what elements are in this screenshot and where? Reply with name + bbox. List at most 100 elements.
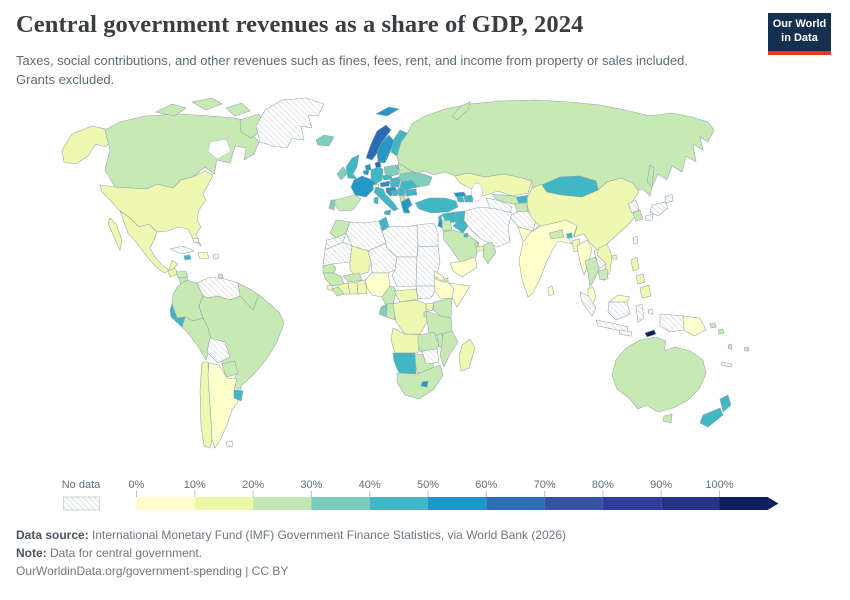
country-trinidad[interactable] bbox=[217, 273, 224, 279]
legend-arrow-bin[interactable] bbox=[719, 497, 779, 510]
country-indonesia-lesser-sunda[interactable] bbox=[618, 329, 633, 337]
country-turkey[interactable] bbox=[414, 197, 459, 214]
country-sri-lanka[interactable] bbox=[547, 285, 555, 297]
country-ireland[interactable] bbox=[336, 166, 349, 181]
country-indonesia-kalimantan[interactable] bbox=[607, 301, 631, 321]
country-mozambique[interactable] bbox=[439, 330, 459, 368]
country-cote-divoire[interactable] bbox=[337, 282, 351, 295]
legend-bin[interactable] bbox=[602, 497, 662, 510]
country-japan-hokkaido[interactable] bbox=[664, 193, 674, 204]
country-eritrea[interactable] bbox=[433, 270, 445, 282]
country-russia-sakhalin[interactable] bbox=[646, 164, 655, 188]
country-peru[interactable] bbox=[181, 316, 213, 361]
country-armenia[interactable] bbox=[456, 196, 465, 203]
country-canada-island[interactable] bbox=[155, 103, 187, 117]
country-jamaica[interactable] bbox=[183, 254, 192, 261]
country-canada[interactable] bbox=[104, 113, 260, 190]
country-new-zealand-south[interactable] bbox=[699, 407, 724, 428]
country-uk[interactable] bbox=[345, 154, 360, 180]
legend-bin[interactable] bbox=[544, 497, 603, 510]
country-oman[interactable] bbox=[482, 241, 497, 265]
footer-link[interactable]: OurWorldinData.org/government-spending |… bbox=[16, 564, 289, 578]
country-iceland[interactable] bbox=[315, 134, 335, 147]
country-greenland[interactable] bbox=[255, 97, 325, 149]
country-fiji[interactable] bbox=[743, 346, 750, 352]
country-nepal[interactable] bbox=[548, 229, 565, 240]
country-portugal[interactable] bbox=[328, 199, 336, 211]
country-zimbabwe[interactable] bbox=[421, 348, 440, 365]
country-germany[interactable] bbox=[370, 166, 384, 185]
country-jordan[interactable] bbox=[441, 219, 453, 232]
country-south-sudan[interactable] bbox=[415, 285, 436, 300]
country-indonesia-papua[interactable] bbox=[659, 313, 685, 333]
legend-no-data-swatch[interactable] bbox=[63, 496, 100, 511]
country-new-zealand-north[interactable] bbox=[719, 394, 732, 413]
country-alaska[interactable] bbox=[61, 125, 115, 165]
country-cuba[interactable] bbox=[169, 245, 195, 255]
country-russia-novaya-zemlya[interactable] bbox=[451, 101, 471, 121]
country-south-korea[interactable] bbox=[632, 209, 644, 222]
legend-bin[interactable] bbox=[253, 497, 312, 510]
country-vanuatu[interactable] bbox=[727, 343, 733, 350]
country-canada-island[interactable] bbox=[191, 97, 223, 111]
country-uae[interactable] bbox=[475, 245, 485, 252]
country-bolivia[interactable] bbox=[206, 337, 231, 364]
country-togo-benin[interactable] bbox=[356, 279, 368, 295]
country-djibouti[interactable] bbox=[443, 277, 449, 283]
country-austria[interactable] bbox=[379, 180, 391, 188]
country-new-caledonia[interactable] bbox=[720, 361, 733, 368]
country-philippines-visayas[interactable] bbox=[635, 273, 646, 285]
country-malaysia-borneo[interactable] bbox=[608, 294, 631, 303]
country-indonesia-sulawesi[interactable] bbox=[635, 303, 645, 323]
country-uganda[interactable] bbox=[425, 302, 435, 312]
legend-bin[interactable] bbox=[486, 497, 545, 510]
country-norway[interactable] bbox=[365, 124, 392, 161]
country-lesotho[interactable] bbox=[420, 380, 429, 388]
country-australia-tasmania[interactable] bbox=[662, 413, 673, 424]
country-north-korea[interactable] bbox=[627, 199, 640, 214]
legend-bin[interactable] bbox=[311, 497, 370, 510]
country-argentina[interactable] bbox=[207, 362, 239, 449]
country-svalbard[interactable] bbox=[375, 106, 400, 117]
country-denmark[interactable] bbox=[374, 160, 382, 169]
legend-bin[interactable] bbox=[194, 497, 254, 510]
legend-bin[interactable] bbox=[661, 497, 720, 510]
country-madagascar[interactable] bbox=[458, 338, 476, 372]
country-japan-kyushu[interactable] bbox=[644, 213, 654, 222]
country-mongolia[interactable] bbox=[541, 175, 599, 198]
country-bahamas[interactable] bbox=[192, 237, 200, 244]
country-france[interactable] bbox=[350, 175, 377, 198]
legend-bin[interactable] bbox=[369, 497, 428, 510]
country-philippines-mindanao[interactable] bbox=[639, 284, 652, 299]
country-iran[interactable] bbox=[463, 206, 513, 248]
country-bosnia[interactable] bbox=[390, 189, 399, 197]
country-falkland[interactable] bbox=[225, 440, 234, 448]
country-burkina-faso[interactable] bbox=[342, 272, 363, 283]
country-papua-new-guinea[interactable] bbox=[682, 315, 707, 337]
country-yemen[interactable] bbox=[449, 256, 478, 278]
country-italy-sicily[interactable] bbox=[383, 209, 392, 216]
country-greece[interactable] bbox=[400, 197, 413, 214]
country-netherlands[interactable] bbox=[364, 163, 372, 171]
country-mexico[interactable] bbox=[119, 210, 179, 274]
country-egypt[interactable] bbox=[416, 222, 439, 248]
country-bhutan[interactable] bbox=[566, 232, 573, 239]
country-gabon[interactable] bbox=[378, 303, 388, 318]
country-solomon-islands[interactable] bbox=[709, 322, 717, 329]
country-italy-sardinia[interactable] bbox=[373, 196, 379, 205]
country-australia[interactable] bbox=[611, 336, 707, 413]
country-ghana[interactable] bbox=[347, 281, 359, 295]
country-indonesia-sumatra[interactable] bbox=[579, 291, 597, 317]
country-japan-honshu[interactable] bbox=[649, 201, 669, 217]
country-honduras[interactable] bbox=[175, 270, 189, 279]
country-india[interactable] bbox=[518, 219, 578, 298]
country-hungary[interactable] bbox=[389, 180, 401, 188]
country-philippines-luzon[interactable] bbox=[630, 256, 640, 272]
country-south-africa[interactable] bbox=[396, 364, 444, 400]
country-belgium[interactable] bbox=[362, 169, 370, 176]
country-bulgaria[interactable] bbox=[404, 188, 418, 197]
country-paraguay[interactable] bbox=[221, 360, 239, 378]
country-sierra-leone[interactable] bbox=[326, 284, 334, 292]
country-somalia[interactable] bbox=[448, 282, 471, 308]
country-taiwan[interactable] bbox=[632, 235, 639, 245]
